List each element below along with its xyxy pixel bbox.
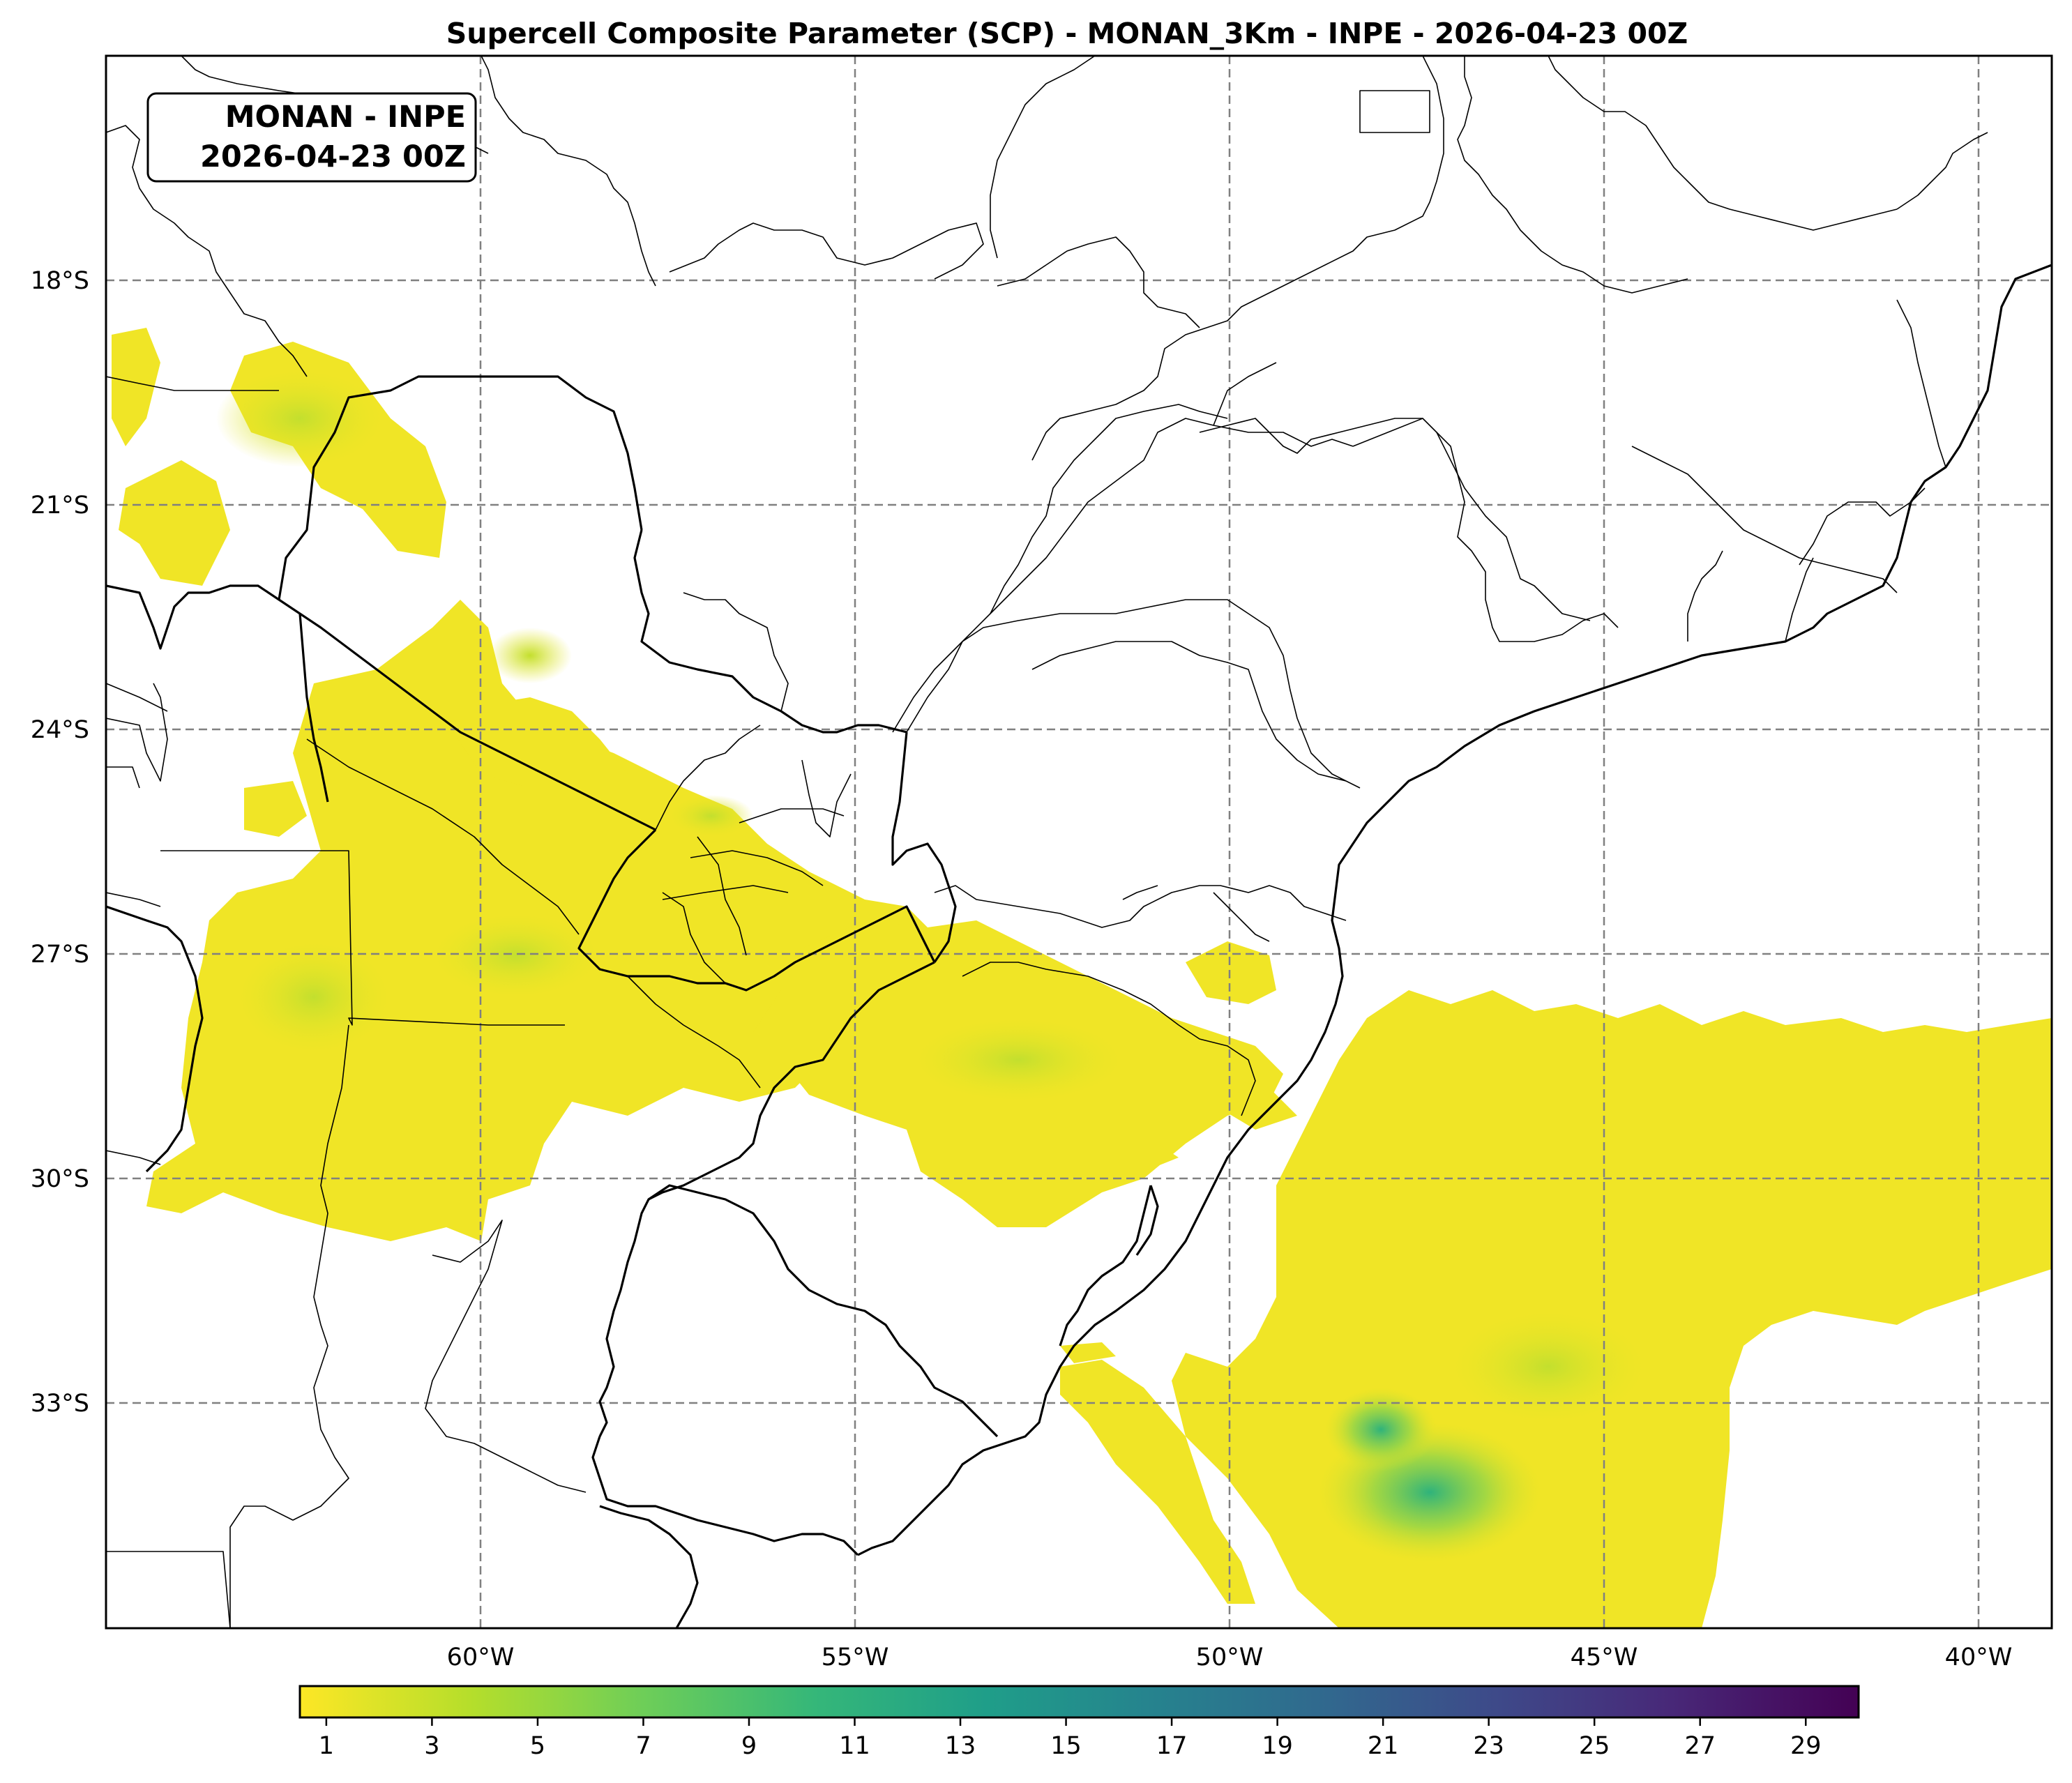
lon-tick-label: 50°W bbox=[1196, 1644, 1264, 1671]
colorbar-ticks: 1 3 5 7 9 11 13 15 17 19 21 23 25 27 29 bbox=[319, 1717, 1822, 1760]
colorbar: 1 3 5 7 9 11 13 15 17 19 21 23 25 27 29 bbox=[298, 1685, 1860, 1760]
colorbar-tick-label: 13 bbox=[945, 1732, 976, 1760]
stamp-box: MONAN - INPE 2026-04-23 00Z bbox=[146, 92, 477, 183]
map-frame bbox=[105, 54, 2053, 1630]
colorbar-tick-label: 23 bbox=[1473, 1732, 1504, 1760]
colorbar-tick-label: 3 bbox=[424, 1732, 439, 1760]
colorbar-tick-label: 15 bbox=[1050, 1732, 1082, 1760]
gridlines bbox=[106, 56, 2052, 1628]
stamp-line2: 2026-04-23 00Z bbox=[200, 139, 466, 174]
lat-tick-label: 18°S bbox=[31, 267, 89, 295]
colorbar-tick-label: 7 bbox=[635, 1732, 651, 1760]
colorbar-tick-label: 9 bbox=[741, 1732, 757, 1760]
colorbar-tick-label: 25 bbox=[1579, 1732, 1610, 1760]
colorbar-tick-label: 21 bbox=[1368, 1732, 1399, 1760]
colorbar-tick-label: 5 bbox=[530, 1732, 545, 1760]
lat-tick-label: 33°S bbox=[31, 1390, 89, 1418]
lon-tick-label: 55°W bbox=[822, 1644, 889, 1671]
stamp-line1: MONAN - INPE bbox=[225, 100, 466, 135]
lat-tick-label: 21°S bbox=[31, 492, 89, 519]
map-panel bbox=[106, 56, 2052, 1628]
colorbar-tick-label: 1 bbox=[319, 1732, 334, 1760]
figure-title: Supercell Composite Parameter (SCP) - MO… bbox=[446, 17, 1688, 50]
country-borders bbox=[106, 375, 999, 1438]
colorbar-tick-label: 19 bbox=[1262, 1732, 1293, 1760]
lat-tick-label: 30°S bbox=[31, 1165, 89, 1193]
scp-highlights bbox=[216, 370, 1646, 1562]
colorbar-tick-label: 17 bbox=[1156, 1732, 1188, 1760]
colorbar-tick-label: 27 bbox=[1684, 1732, 1716, 1760]
state-borders bbox=[106, 56, 1988, 1628]
colorbar-ramp bbox=[298, 1685, 1860, 1719]
lat-tick-label: 24°S bbox=[31, 716, 89, 744]
colorbar-tick-label: 11 bbox=[839, 1732, 870, 1760]
lon-tick-label: 60°W bbox=[447, 1644, 515, 1671]
coastline bbox=[857, 264, 2052, 1556]
lon-tick-label: 45°W bbox=[1571, 1644, 1638, 1671]
lon-tick-labels: 60°W 55°W 50°W 45°W 40°W bbox=[447, 1644, 2013, 1671]
lat-tick-label: 27°S bbox=[31, 941, 89, 969]
colorbar-tick-label: 29 bbox=[1790, 1732, 1822, 1760]
lat-tick-labels: 18°S 21°S 24°S 27°S 30°S 33°S bbox=[31, 267, 89, 1418]
lon-tick-label: 40°W bbox=[1945, 1644, 2013, 1671]
